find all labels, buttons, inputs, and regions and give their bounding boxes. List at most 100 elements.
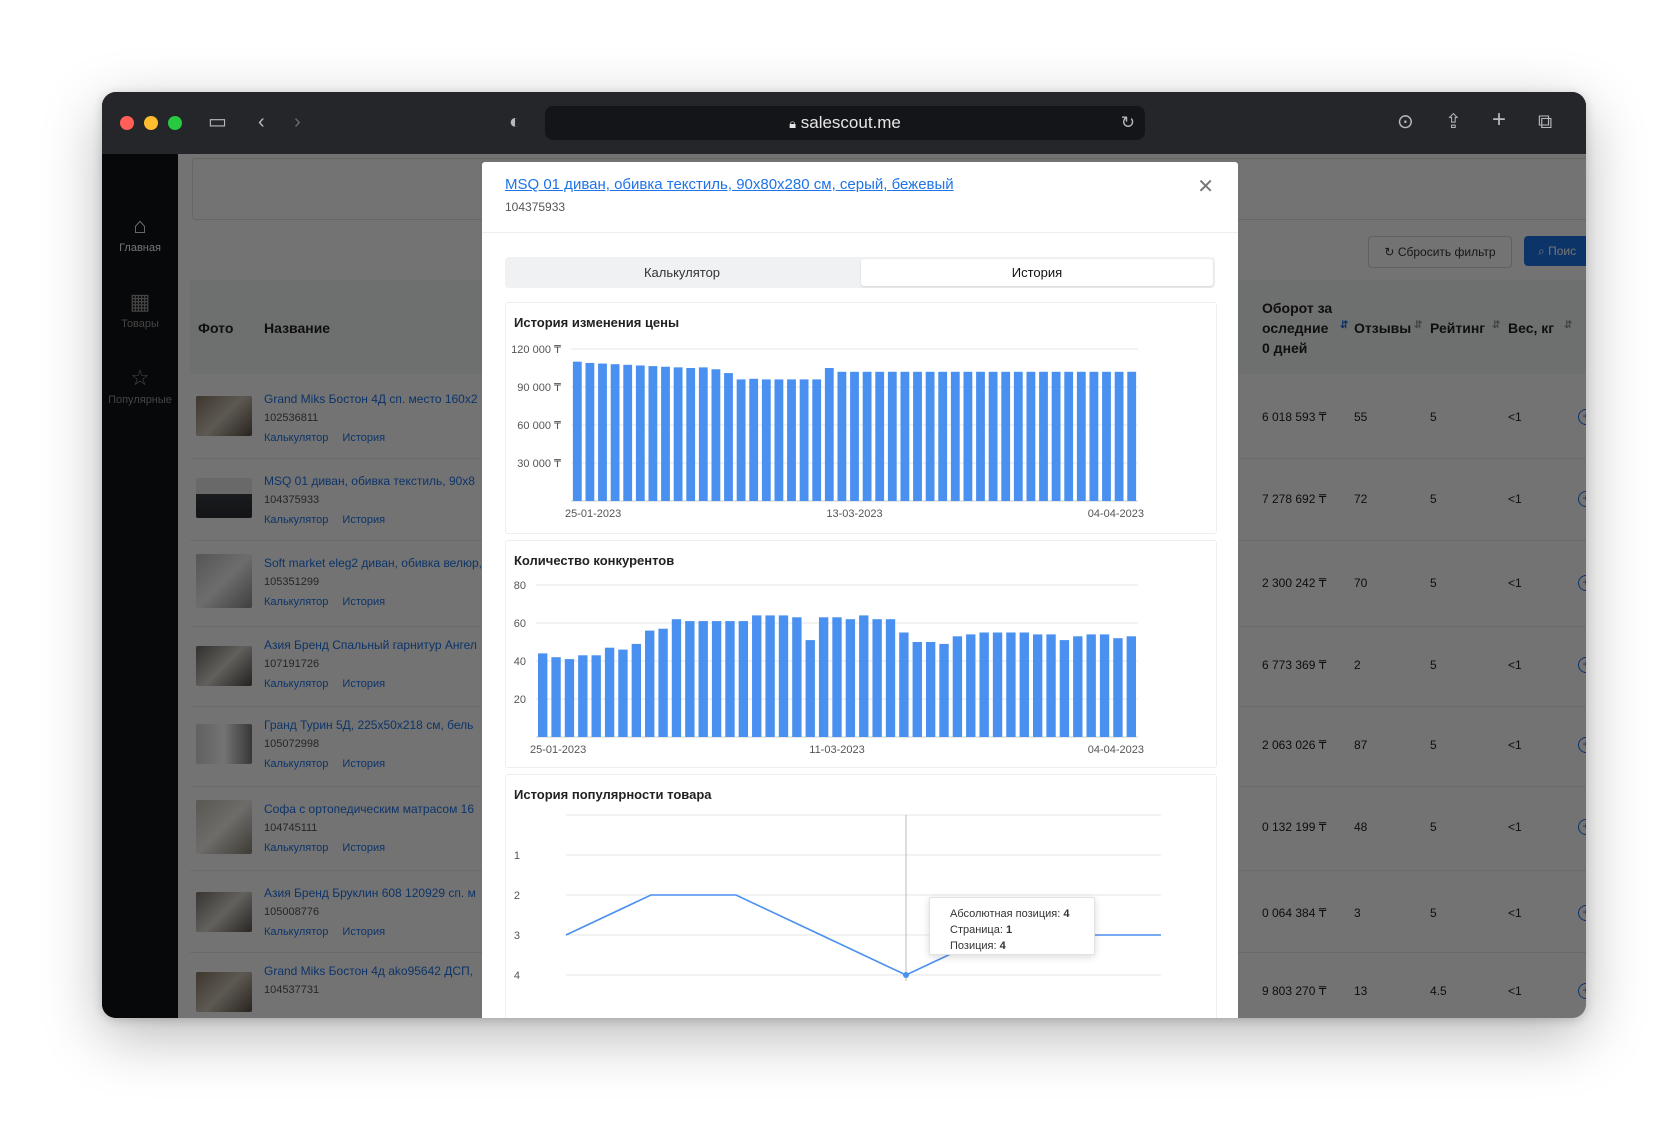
forward-icon[interactable]: › (294, 111, 301, 133)
chart-bar (1099, 634, 1110, 737)
chart-bar (887, 371, 897, 501)
chart-bar (598, 363, 607, 501)
chart-title: История популярности товара (514, 787, 712, 802)
chart-bar (774, 379, 784, 501)
y-tick-label: 80 (514, 580, 526, 592)
chart-bar (885, 619, 896, 737)
y-tick-label: 4 (514, 970, 520, 982)
tab-history[interactable]: История (861, 259, 1213, 286)
chart-bar (578, 655, 588, 737)
chart-bar (925, 371, 935, 501)
close-window-button[interactable] (120, 116, 134, 130)
chart-bar (1001, 371, 1011, 501)
chart-bar (913, 371, 922, 501)
chart-bar (824, 368, 834, 501)
chart-bar (1073, 636, 1083, 737)
chart-bar (952, 636, 963, 737)
x-tick-label: 04-04-2023 (1088, 744, 1144, 756)
chart-bar (900, 371, 910, 501)
chart-bar (1113, 638, 1123, 737)
highlight-point (903, 972, 909, 978)
back-icon[interactable]: ‹ (258, 111, 265, 133)
x-tick-label: 13-03-2023 (826, 508, 882, 520)
chart-bar (799, 379, 809, 501)
price-history-chart: 30 000 ₸ 60 000 ₸ 90 000 ₸ 120 000 ₸ 25-01-2… (511, 344, 1144, 520)
chart-bar (950, 371, 960, 501)
shield-icon[interactable]: ◐ (509, 111, 522, 133)
chart-bar (661, 366, 670, 501)
minimize-window-button[interactable] (144, 116, 158, 130)
chart-bar (1127, 371, 1137, 501)
chart-bar (850, 371, 859, 501)
x-tick-label: 11-03-2023 (809, 744, 864, 756)
download-icon[interactable]: ⊙ (1397, 111, 1414, 133)
chart-bar (979, 632, 989, 737)
chart-bar (832, 617, 842, 737)
competitors-chart: 20 40 60 80 25-01-2023 11-03-2023 04-04-2023 (514, 580, 1144, 756)
chart-bar (925, 642, 936, 737)
share-icon[interactable]: ⇪ (1445, 111, 1462, 133)
chart-bar (872, 619, 882, 737)
chart-bar (1114, 371, 1124, 501)
chart-bar (585, 362, 595, 501)
tab-calculator[interactable]: Калькулятор (643, 265, 721, 280)
y-tick-label: 60 (514, 618, 526, 630)
chart-bar (761, 379, 771, 501)
chart-bar (686, 368, 696, 501)
chart-bar (591, 655, 601, 737)
chart-bar (711, 369, 721, 501)
chart-bar (698, 367, 708, 501)
modal-product-id: 104375933 (505, 200, 566, 214)
chart-bar (963, 371, 973, 501)
url-text: salescout.me (800, 113, 901, 132)
chart-bar (992, 632, 1003, 737)
lock-icon: 🔒︎ (789, 116, 796, 131)
browser-titlebar: ▭ ‹ › ◐ 🔒︎ salescout.me ↻ ⊙ ⇪ + ⧉ (102, 92, 1586, 154)
x-tick-label: 25-01-2023 (530, 744, 586, 756)
y-tick-label: 60 000 ₸ (517, 420, 561, 432)
tooltip-page-label: Страница: (950, 924, 1003, 936)
chart-bar (862, 371, 872, 501)
chart-bar (752, 615, 762, 737)
chart-bar (671, 619, 682, 737)
chart-bar (724, 373, 733, 501)
tooltip-pos-label: Позиция: (950, 940, 997, 952)
chart-bar (988, 371, 998, 501)
address-bar[interactable]: 🔒︎ salescout.me ↻ (545, 106, 1145, 140)
tooltip-page-value: 1 (1005, 924, 1013, 936)
chart-bar (899, 632, 909, 737)
chart-bar (778, 615, 789, 737)
chart-bar (859, 615, 869, 737)
browser-window: ▭ ‹ › ◐ 🔒︎ salescout.me ↻ ⊙ ⇪ + ⧉ ⌂ Глав… (102, 92, 1586, 1018)
chart-bar (1026, 371, 1036, 501)
sidebar-toggle-icon[interactable]: ▭ (208, 111, 227, 133)
y-tick-label: 30 000 ₸ (517, 458, 561, 470)
chart-bar (564, 659, 575, 737)
chart-bar (685, 621, 695, 737)
chart-bar (966, 634, 976, 737)
chart-bar (738, 621, 749, 737)
reload-icon[interactable]: ↻ (1120, 113, 1135, 132)
close-icon[interactable]: ✕ (1197, 176, 1214, 198)
chart-bar (805, 640, 815, 737)
modal-product-title[interactable]: MSQ 01 диван, обивка текстиль, 90х80х280… (505, 176, 954, 193)
chart-bar (658, 628, 668, 737)
chart-bar (818, 617, 829, 737)
chart-bar (976, 371, 985, 501)
x-tick-label: 25-01-2023 (565, 508, 621, 520)
new-tab-icon[interactable]: + (1492, 106, 1507, 133)
chart-bar (673, 367, 683, 501)
zoom-window-button[interactable] (168, 116, 182, 130)
chart-bar (845, 619, 856, 737)
chart-bar (938, 371, 948, 501)
chart-bar (1006, 632, 1016, 737)
chart-bar (1102, 371, 1111, 501)
chart-bar (792, 617, 802, 737)
modal-divider (482, 232, 1238, 233)
chart-bar (837, 371, 847, 501)
chart-bar (635, 365, 645, 501)
chart-bar (1019, 632, 1029, 737)
chart-bar (912, 642, 922, 737)
tabs-overview-icon[interactable]: ⧉ (1538, 111, 1553, 133)
chart-bar (648, 366, 658, 501)
